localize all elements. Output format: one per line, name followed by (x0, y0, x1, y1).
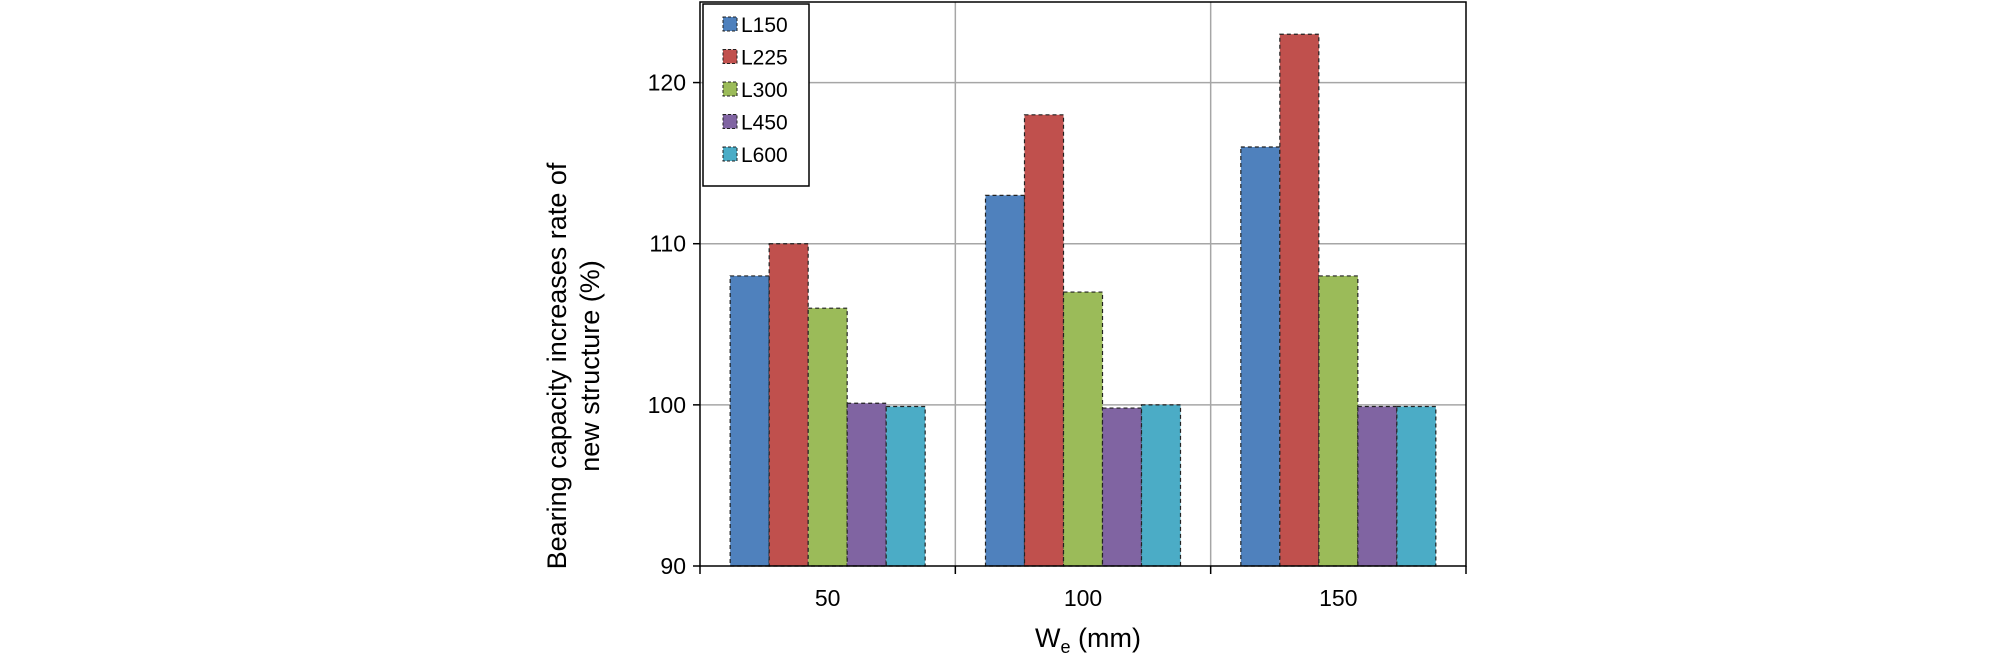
y-tick-label: 120 (648, 70, 686, 96)
y-tick-label: 90 (660, 553, 686, 579)
x-axis-title-subscript: e (1061, 637, 1071, 657)
legend-swatch-l600 (722, 146, 738, 162)
x-tick-label: 50 (815, 585, 841, 611)
legend: L150 L225 L300 L450 L600 (702, 3, 810, 187)
legend-label-l225: L225 (741, 47, 788, 70)
legend-swatch-l225 (722, 49, 738, 64)
bar-l225-150 (1279, 33, 1320, 567)
ticks (693, 81, 1467, 574)
y-tick-labels: 90 100 110 120 (648, 70, 686, 579)
bar-l600-100 (1140, 404, 1182, 567)
bar-l150-150 (1240, 146, 1281, 567)
legend-label-l450: L450 (741, 112, 788, 135)
legend-label-l600: L600 (741, 144, 788, 167)
x-axis-title-unit: (mm) (1071, 623, 1141, 653)
bars (729, 33, 1437, 567)
legend-swatch-l150 (722, 16, 738, 32)
bar-l600-50 (885, 405, 926, 567)
x-tick-label: 150 (1319, 585, 1357, 611)
plot-frame (699, 1, 1467, 567)
x-tick-labels: 50 100 150 (815, 585, 1358, 611)
x-axis-title: We (mm) (1035, 623, 1141, 657)
bar-l300-50 (807, 307, 848, 567)
y-tick-label: 110 (649, 231, 686, 257)
legend-swatch-l300 (722, 81, 738, 97)
legend-box (702, 3, 810, 187)
legend-swatch-l450 (722, 114, 738, 129)
y-axis-title-line-2: new structure (%) (575, 260, 605, 472)
bar-l300-150 (1318, 275, 1359, 567)
bar-l150-50 (729, 275, 770, 567)
bar-l600-150 (1396, 405, 1437, 567)
bar-l450-50 (846, 402, 887, 567)
bar-l300-100 (1062, 291, 1104, 567)
legend-label-l150: L150 (741, 14, 788, 37)
bar-l450-150 (1357, 405, 1398, 567)
x-tick-label: 100 (1064, 585, 1102, 611)
bar-l225-100 (1023, 114, 1065, 567)
bar-l150-100 (984, 194, 1026, 567)
legend-label-l300: L300 (741, 79, 788, 102)
x-axis-title-main: W (1035, 623, 1061, 653)
y-axis-title-line-1: Bearing capacity increases rate of (542, 162, 572, 569)
bar-l450-100 (1101, 407, 1143, 567)
y-tick-label: 100 (648, 392, 686, 418)
bar-l225-50 (768, 243, 809, 567)
